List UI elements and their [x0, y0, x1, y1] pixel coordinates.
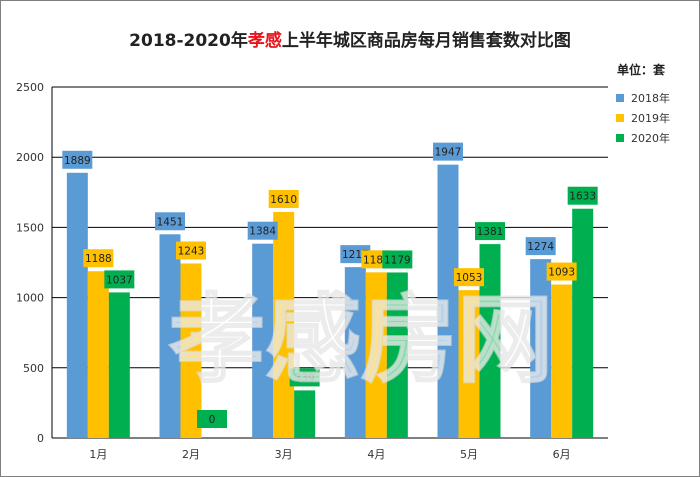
bar-2018年-6月 [530, 259, 552, 438]
data-label-box [289, 368, 320, 387]
y-tick-label: 500 [23, 362, 44, 375]
bar-2020年-5月 [479, 244, 501, 438]
bar-2020年-4月 [386, 272, 408, 438]
data-label: 1037 [106, 274, 133, 286]
bar-2019年-1月 [87, 271, 109, 438]
title-part: 孝感 [248, 30, 282, 51]
title-part: 2018-2020年 [129, 30, 248, 51]
bar-2018年-4月 [344, 267, 366, 438]
data-label: 1633 [569, 191, 596, 203]
x-tick-label: 5月 [460, 448, 478, 461]
x-tick-label: 1月 [89, 448, 107, 461]
data-label: 1093 [548, 267, 575, 279]
bar-2018年-2月 [159, 234, 181, 438]
data-label-box [567, 186, 598, 205]
legend-label: 2018年 [631, 91, 670, 105]
x-tick-label: 3月 [275, 448, 293, 461]
bar-2019年-5月 [458, 290, 480, 438]
data-label-box [382, 250, 413, 269]
bar-2020年-1月 [108, 292, 130, 438]
x-tick-label: 2月 [182, 448, 200, 461]
data-label-box [525, 237, 556, 256]
bar-2019年-2月 [180, 263, 202, 438]
data-label: 1274 [527, 241, 554, 253]
data-label-box [546, 262, 577, 281]
bar-2018年-1月 [66, 172, 88, 438]
bar-2018年-5月 [437, 164, 459, 438]
data-label-box [197, 410, 227, 428]
legend: 2018年 2019年 2020年 [616, 91, 670, 145]
x-tick-label: 4月 [367, 448, 385, 461]
bar-2018年-3月 [252, 243, 274, 438]
data-label-box [454, 268, 484, 287]
x-tick-label: 6月 [553, 448, 571, 461]
data-label: 1451 [157, 216, 184, 228]
data-label: 339 [295, 372, 315, 384]
unit-label: 单位：套 [617, 62, 666, 77]
data-label-box [475, 222, 505, 241]
y-tick-label: 1000 [16, 292, 44, 305]
bar-2020年-3月 [294, 390, 316, 438]
data-labels: 1889118810371451124301384161033912171180… [62, 142, 598, 428]
data-label-box [433, 142, 463, 161]
y-tick-label: 1500 [16, 221, 44, 234]
data-label: 1384 [249, 226, 276, 238]
legend-label: 2020年 [631, 131, 670, 145]
legend-label: 2019年 [631, 111, 670, 125]
data-label: 1243 [178, 245, 205, 257]
bar-2019年-6月 [551, 284, 573, 438]
data-label-box [268, 189, 299, 208]
data-label-box [155, 212, 185, 231]
bar-2020年-6月 [572, 208, 594, 438]
data-label: 1947 [435, 147, 462, 159]
legend-swatch [616, 114, 624, 122]
title-part: 上半年城区商品房每月销售套数对比图 [282, 30, 571, 51]
data-label: 1889 [64, 155, 91, 167]
data-label-box [104, 270, 135, 289]
y-axis: 0 500 1000 1500 2000 2500 [16, 81, 44, 445]
data-label: 1188 [85, 253, 112, 265]
data-label-box [176, 241, 206, 260]
bar-2019年-4月 [365, 272, 387, 438]
gridlines [51, 86, 608, 439]
data-label: 1610 [270, 194, 297, 206]
chart-title: 2018-2020年孝感上半年城区商品房每月销售套数对比图 [129, 30, 571, 51]
data-label: 1381 [477, 226, 504, 238]
y-tick-label: 2000 [16, 151, 44, 164]
data-label-box [247, 221, 278, 240]
data-label-box [83, 249, 114, 268]
data-label: 1179 [384, 254, 411, 266]
bar-2019年-3月 [273, 211, 295, 438]
y-tick-label: 0 [37, 432, 44, 445]
legend-swatch [616, 94, 624, 102]
bars [66, 164, 594, 438]
y-tick-label: 2500 [16, 81, 44, 94]
data-label: 0 [209, 414, 216, 426]
data-label-box [62, 150, 93, 169]
data-label: 1053 [456, 272, 483, 284]
x-axis: 1月 2月 3月 4月 5月 6月 [89, 448, 570, 461]
legend-swatch [616, 134, 624, 142]
watermark: 孝感房网 [169, 284, 553, 396]
